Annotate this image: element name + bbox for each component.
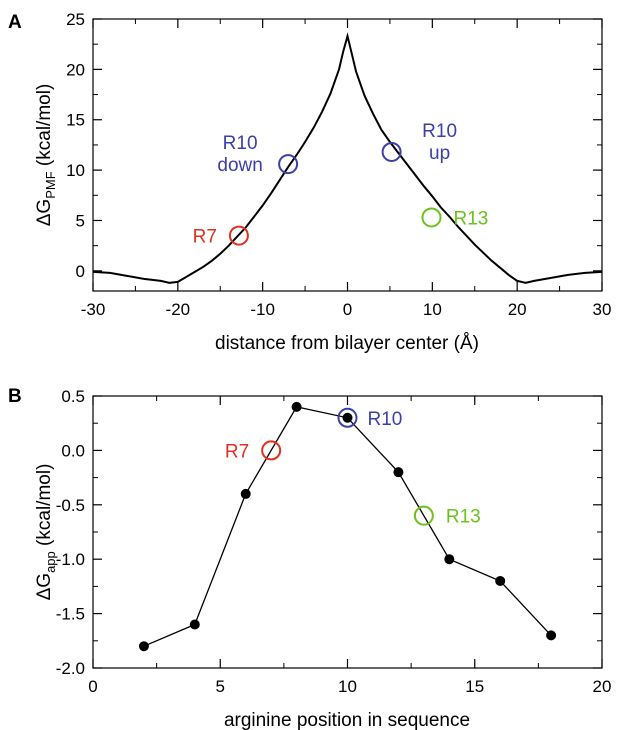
y-tick-label: 15 [66,111,85,130]
x-tick-label: -30 [81,300,106,319]
panel-a-x-axis-title: distance from bilayer center (Å) [215,333,479,354]
panel-b-markers: R7 R10 R13 [225,407,481,528]
y-tick-label: 0.0 [61,441,85,460]
panel-b-x-axis-title: arginine position in sequence [224,710,470,730]
data-point [546,630,557,641]
marker-r10-up [381,141,402,162]
panel-b-x-tick-labels: 0 5 10 15 20 [88,677,611,696]
data-point [240,488,251,499]
data-point [444,554,455,565]
marker-label-r7: R7 [225,441,249,462]
panel-b-plot-frame [92,395,603,669]
marker-label-r10-down: R10 down [217,133,262,176]
y-tick-label: 5 [76,211,85,230]
marker-label-r7: R7 [193,227,217,248]
y-tick-label: -0.5 [56,496,85,515]
apparent-free-energy-line [143,406,552,647]
panel-a-label: A [8,12,22,33]
y-tick-label: -2.0 [56,659,85,678]
y-tick-label: -1.5 [56,605,85,624]
data-point [342,412,353,423]
panel-a-x-ticks [92,19,603,291]
panel-a-y-tick-labels: 0 5 10 15 20 25 [66,10,85,281]
marker-label-r13: R13 [446,507,481,528]
y-tick-label: 25 [66,10,85,29]
panel-b-x-ticks [92,396,603,668]
marker-r7 [261,440,282,461]
marker-label-r10-up: R10 up [422,121,457,164]
data-point [138,641,149,652]
panel-b: B 0 5 10 15 20 0.50.0-0.5-1.0-1.5-2.0 R7R10R… [8,386,611,730]
y-tick-label: 0.5 [61,387,85,406]
panel-a-markers: R7 R10 down R10 up R13 [193,121,489,248]
pmf-curve [92,32,603,284]
x-tick-label: -10 [250,300,275,319]
panel-a-plot-frame [92,18,603,292]
panel-a-x-tick-labels: -30 -20 -10 0 10 20 30 [81,300,612,319]
panel-b-y-axis-title: ΔGapp (kcal/mol) [34,464,58,601]
y-tick-label: 0 [76,262,85,281]
x-tick-label: 10 [338,677,357,696]
data-point [189,619,200,630]
x-tick-label: 20 [593,677,612,696]
y-tick-label: 20 [66,60,85,79]
marker-r7 [228,225,249,246]
x-tick-label: -20 [166,300,191,319]
marker-r13 [421,207,442,228]
data-point [393,467,404,478]
panel-b-y-ticks [93,395,602,669]
marker-r10-down [278,154,299,175]
marker-r10 [337,407,358,428]
panel-b-data-points [138,401,557,652]
x-tick-label: 5 [216,677,225,696]
marker-r13 [413,505,434,526]
x-tick-label: 15 [465,677,484,696]
x-tick-label: 20 [508,300,527,319]
marker-label-r13: R13 [453,208,488,229]
data-point [495,575,506,586]
panel-a-y-ticks [93,18,602,272]
data-point [291,401,302,412]
x-tick-label: 10 [423,300,442,319]
y-tick-label: 10 [66,161,85,180]
panel-b-y-tick-labels: 0.5 0.0 -0.5 -1.0 -1.5 -2.0 [56,387,85,678]
panel-a-y-axis-title: ΔGPMF (kcal/mol) [34,84,58,227]
panel-b-label: B [8,386,22,407]
x-tick-label: 30 [593,300,612,319]
x-tick-label: 0 [88,677,97,696]
y-tick-label: -1.0 [56,550,85,569]
x-tick-label: 0 [343,300,352,319]
marker-label-r10: R10 [368,409,403,430]
